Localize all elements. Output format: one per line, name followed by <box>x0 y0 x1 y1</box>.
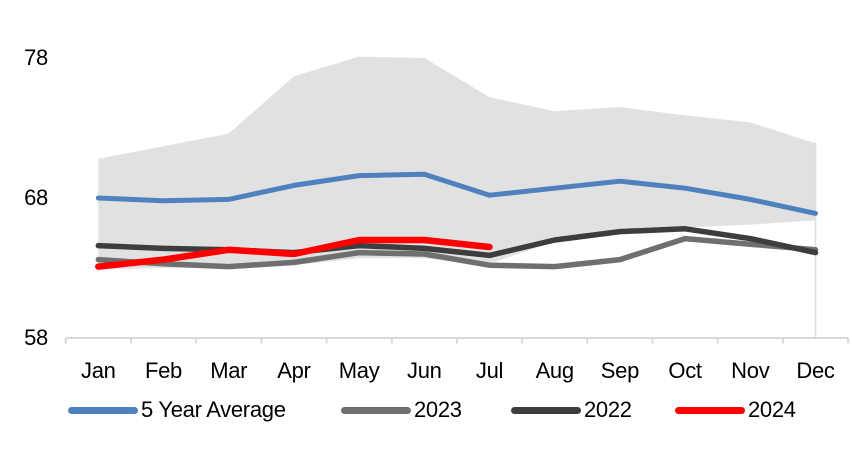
legend-label-2023: 2023 <box>414 397 462 422</box>
legend-label-2024: 2024 <box>748 397 796 422</box>
series-line-2023 <box>95 235 819 270</box>
legend-swatch-2023 <box>341 406 411 414</box>
x-axis-label: Apr <box>277 358 311 383</box>
legend-item-5-year-average: 5 Year Average <box>68 398 286 422</box>
y-axis-label: 78 <box>24 45 48 70</box>
x-axis-label: Jan <box>81 358 116 383</box>
x-axis-label: Aug <box>535 358 575 383</box>
series-line-5-year-average <box>95 171 818 216</box>
series-line-2024 <box>95 236 493 270</box>
legend-swatch-5-year-average <box>68 406 138 414</box>
x-axis-label: Oct <box>668 358 702 383</box>
legend-item-2022: 2022 <box>511 398 632 422</box>
x-axis-label: Jun <box>407 358 442 383</box>
y-axis-label: 68 <box>24 185 48 210</box>
x-axis-label: May <box>338 358 380 383</box>
x-axis-label: Jul <box>475 358 504 383</box>
legend-label-5-year-average: 5 Year Average <box>141 397 286 422</box>
x-axis-label: Sep <box>600 358 640 383</box>
x-axis-label: Mar <box>210 358 248 383</box>
x-axis-label: Nov <box>731 358 770 383</box>
legend-swatch-2022 <box>511 406 581 414</box>
legend-label-2022: 2022 <box>584 397 632 422</box>
five-year-range-band <box>98 56 816 270</box>
chart-canvas <box>64 56 850 344</box>
legend-item-2024: 2024 <box>675 398 796 422</box>
y-axis-label: 58 <box>24 325 48 350</box>
legend-item-2023: 2023 <box>341 398 462 422</box>
legend-swatch-2024 <box>675 406 745 414</box>
x-axis-label: Feb <box>144 358 182 383</box>
x-axis-label: Dec <box>796 358 835 383</box>
